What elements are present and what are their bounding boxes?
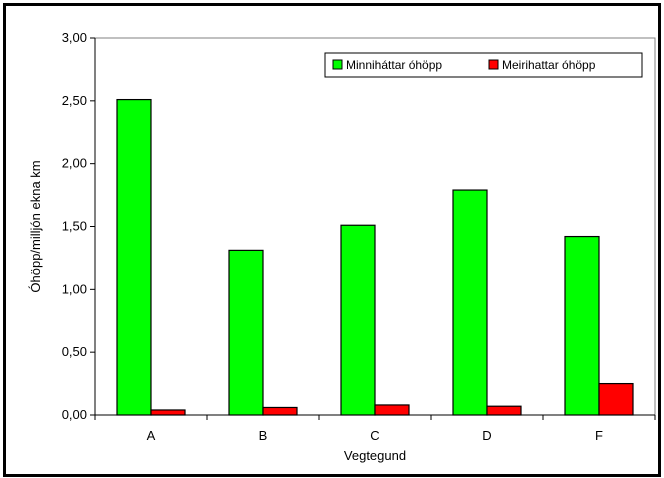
bar-minor: [564, 235, 600, 416]
bar-minor: [116, 98, 152, 416]
bar-major: [150, 409, 186, 416]
bar-major: [486, 405, 522, 416]
y-tick-label: 2,00: [62, 156, 87, 171]
bar-major: [262, 406, 298, 416]
x-tick-label: B: [259, 428, 268, 443]
legend-label-minor: Minniháttar óhöpp: [346, 58, 442, 72]
legend: Minniháttar óhöpp Meirihattar óhöpp: [324, 52, 643, 78]
x-tick-label: C: [370, 428, 379, 443]
legend-swatch-minor: [332, 59, 343, 70]
y-axis: 0,00 0,50 1,00 1,50 2,00 2,50 3,00: [62, 30, 96, 422]
bar-minor: [228, 249, 264, 416]
chart-frame: [3, 3, 661, 477]
y-tick-label: 1,50: [62, 219, 87, 234]
y-tick-label: 1,00: [62, 281, 87, 296]
legend-box: [324, 52, 643, 78]
y-tick-label: 0,00: [62, 407, 87, 422]
x-tick-label: F: [595, 428, 603, 443]
x-axis-title: Vegtegund: [344, 448, 406, 463]
bar-minor: [340, 224, 376, 416]
legend-label-major: Meirihattar óhöpp: [502, 58, 596, 72]
bars: [116, 98, 634, 416]
legend-swatch-major: [488, 59, 499, 70]
y-tick-label: 2,50: [62, 93, 87, 108]
bar-major: [374, 404, 410, 416]
bar-minor: [452, 189, 488, 416]
bar-major: [598, 382, 634, 416]
y-tick-label: 3,00: [62, 30, 87, 45]
x-tick-label: A: [147, 428, 156, 443]
y-axis-title: Óhöpp/milljón ekna km: [28, 160, 43, 292]
y-tick-label: 0,50: [62, 344, 87, 359]
x-tick-label: D: [482, 428, 491, 443]
